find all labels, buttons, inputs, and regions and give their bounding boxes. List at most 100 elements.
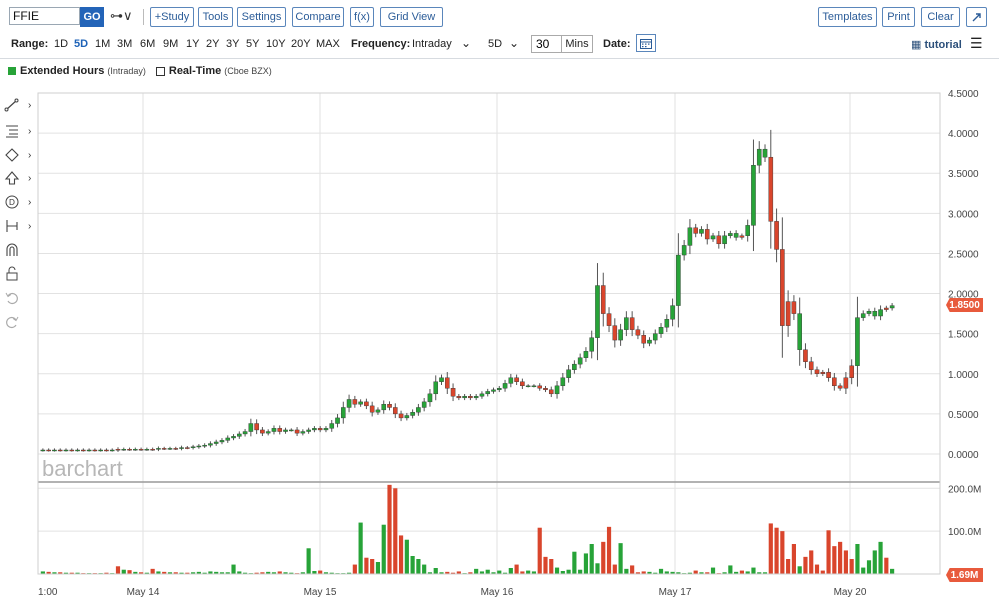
expand-icon[interactable] <box>966 7 987 27</box>
candle <box>884 307 889 310</box>
legend-series2[interactable]: Real-Time <box>168 65 222 77</box>
volume-bar <box>167 572 173 574</box>
volume-bar <box>225 572 230 574</box>
calendar-icon[interactable] <box>636 34 656 52</box>
volume-bar <box>606 526 612 574</box>
volume-bar <box>786 559 791 574</box>
chevron-down-icon[interactable]: ⌄ <box>461 36 472 50</box>
volume-bar <box>133 571 138 574</box>
chevron-down-icon[interactable]: ⌄ <box>509 36 520 50</box>
range-1m[interactable]: 1M <box>95 38 111 50</box>
range-1d[interactable]: 1D <box>54 38 69 50</box>
grid-view-button[interactable]: Grid View <box>380 7 443 27</box>
menu-icon[interactable]: ☰ <box>970 35 983 51</box>
clear-button[interactable]: Clear <box>921 7 960 27</box>
candle <box>704 229 710 240</box>
candle <box>716 235 722 245</box>
y-tick-label: 1.5000 <box>948 330 979 341</box>
candle <box>364 401 369 407</box>
candle <box>537 385 543 389</box>
interval-input[interactable] <box>531 35 562 53</box>
candle <box>98 449 103 452</box>
candle <box>543 388 548 391</box>
x-tick-label: May 16 <box>481 587 514 598</box>
candle <box>756 148 762 166</box>
range-10y[interactable]: 10Y <box>266 38 286 50</box>
candle <box>242 431 248 435</box>
candle <box>739 235 745 238</box>
arrow-up-icon[interactable]: › <box>4 168 38 188</box>
settings-button[interactable]: Settings <box>237 7 286 27</box>
candle <box>225 437 231 441</box>
volume-bar <box>630 565 635 574</box>
candle <box>202 444 207 447</box>
compare-button[interactable]: Compare <box>292 7 344 27</box>
candle <box>548 389 554 395</box>
measure-icon[interactable]: › <box>4 216 38 236</box>
legend-swatch <box>8 67 16 75</box>
volume-bar <box>196 571 201 574</box>
legend-checkbox[interactable] <box>155 66 165 76</box>
shape-icon[interactable]: › <box>4 145 38 165</box>
fx-button[interactable]: f(x) <box>350 7 374 27</box>
range-max[interactable]: MAX <box>316 38 340 50</box>
volume-bar <box>774 527 779 574</box>
volume-bar <box>474 568 479 574</box>
candle <box>728 233 733 236</box>
candle <box>63 449 69 452</box>
range-9m[interactable]: 9M <box>163 38 179 50</box>
volume-bar <box>445 571 450 574</box>
candle <box>196 445 202 448</box>
volume-bar <box>185 572 190 574</box>
interval-unit[interactable]: Mins <box>562 35 593 53</box>
tools-button[interactable]: Tools <box>198 7 233 27</box>
redo-icon[interactable] <box>4 312 38 332</box>
volume-bar <box>40 571 45 574</box>
annotation-icon[interactable]: D › <box>4 192 38 212</box>
templates-button[interactable]: Templates <box>818 7 877 27</box>
candle <box>46 449 51 452</box>
fibonacci-icon[interactable]: › <box>4 121 38 141</box>
volume-bar <box>433 568 438 574</box>
volume-bar <box>803 556 808 574</box>
legend-series2-note: (Cboe BZX) <box>224 66 272 76</box>
volume-bar <box>762 572 768 574</box>
candle <box>387 404 392 408</box>
volume-bar <box>381 524 386 574</box>
volume-bar <box>179 572 184 574</box>
magnet-icon[interactable] <box>4 240 38 260</box>
candle <box>410 412 415 416</box>
volume-bar <box>728 565 733 574</box>
add-study-button[interactable]: +Study <box>150 7 194 27</box>
price-chart[interactable]: barchart 0.0000 0.5000 1.0000 1.5000 2.0000 2… <box>0 86 999 610</box>
volume-bar <box>514 564 519 574</box>
volume-bar <box>323 572 329 574</box>
undo-icon[interactable] <box>4 288 38 308</box>
volume-bar <box>266 571 271 574</box>
print-button[interactable]: Print <box>882 7 915 27</box>
range-3m[interactable]: 3M <box>117 38 133 50</box>
candle <box>866 311 872 314</box>
range-5y[interactable]: 5Y <box>246 38 260 50</box>
trendline-icon[interactable]: › <box>4 95 38 115</box>
go-button[interactable]: GO <box>80 7 104 27</box>
volume-bar <box>364 557 369 574</box>
candle <box>161 448 167 450</box>
range-1y[interactable]: 1Y <box>186 38 200 50</box>
volume-bar <box>115 566 121 574</box>
legend-series1[interactable]: Extended Hours <box>20 65 105 77</box>
frequency-select[interactable]: Intraday <box>412 38 452 50</box>
tutorial-link[interactable]: ▦ tutorial <box>911 39 962 51</box>
range-2y[interactable]: 2Y <box>206 38 220 50</box>
chart-type-selector[interactable]: ⊶∨ <box>110 8 133 23</box>
volume-bar <box>410 556 415 574</box>
symbol-input[interactable] <box>9 7 80 25</box>
range-5d[interactable]: 5D <box>74 38 89 50</box>
period-select[interactable]: 5D <box>488 38 503 50</box>
volume-bar <box>849 559 854 574</box>
range-20y[interactable]: 20Y <box>291 38 311 50</box>
candle <box>427 393 433 403</box>
range-3y[interactable]: 3Y <box>226 38 240 50</box>
lock-icon[interactable] <box>4 264 38 284</box>
range-6m[interactable]: 6M <box>140 38 156 50</box>
